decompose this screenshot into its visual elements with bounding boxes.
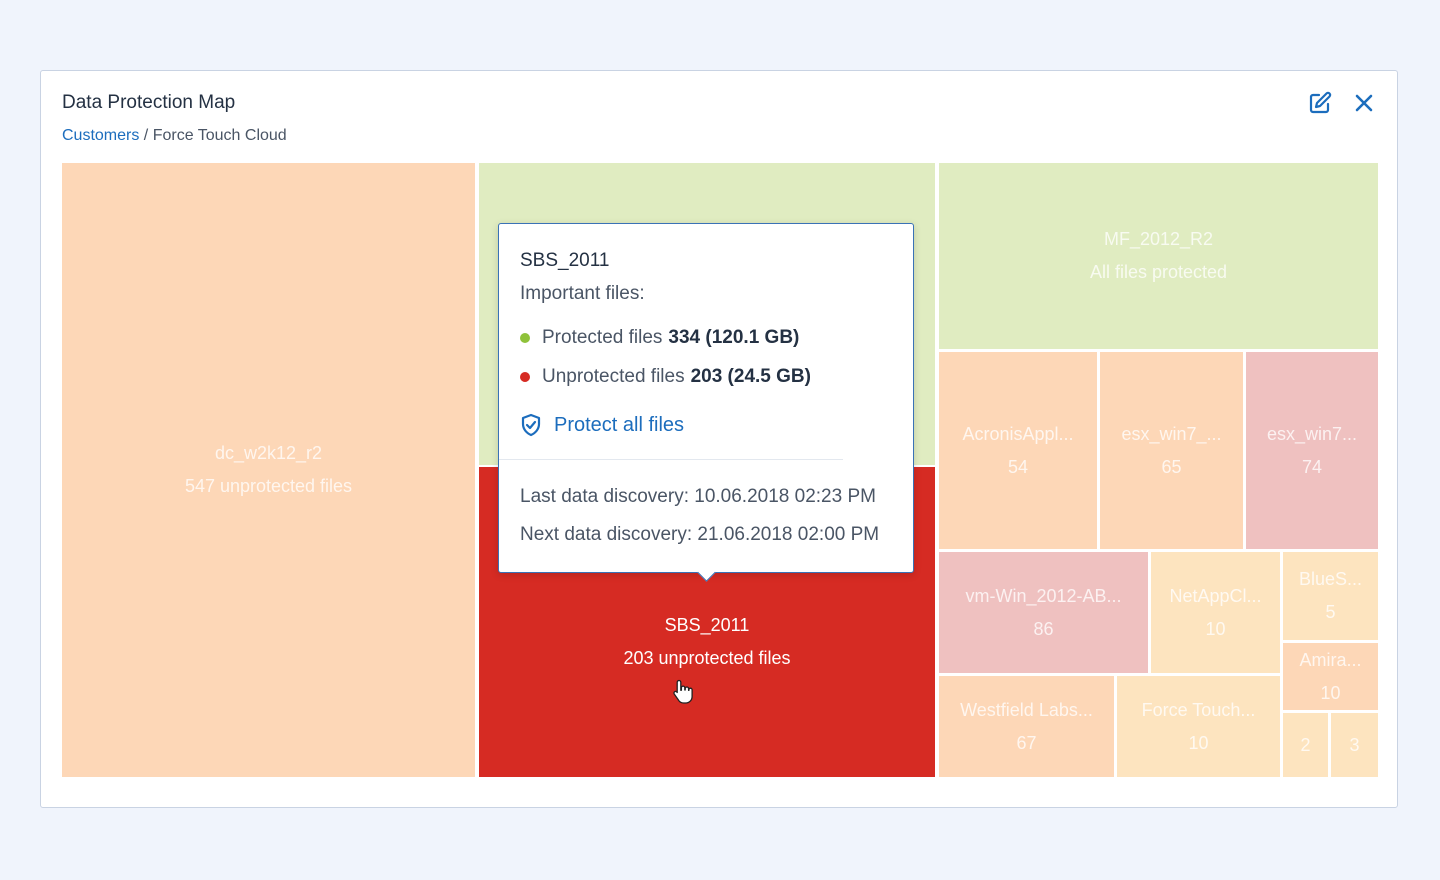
close-button[interactable]: [1351, 90, 1377, 116]
tile-small-a[interactable]: 2: [1283, 713, 1328, 777]
tile-dc-w2k12-r2[interactable]: dc_w2k12_r2 547 unprotected files: [62, 163, 475, 777]
tile-value: 3: [1349, 734, 1360, 755]
breadcrumb: Customers / Force Touch Cloud: [62, 127, 287, 145]
tile-westfield-labs[interactable]: Westfield Labs... 67: [939, 676, 1114, 777]
tile-value: 2: [1300, 734, 1311, 755]
protect-all-files-label: Protect all files: [554, 413, 685, 436]
tooltip-subtitle: Important files:: [520, 283, 645, 304]
tile-value: 67: [1016, 732, 1037, 753]
breadcrumb-current: Force Touch Cloud: [152, 127, 287, 144]
breadcrumb-customers-link[interactable]: Customers: [62, 127, 140, 144]
tile-name: BlueS...: [1298, 569, 1363, 589]
tile-value: 10: [1205, 618, 1226, 639]
breadcrumb-separator: /: [139, 127, 153, 144]
tile-name: MF_2012_R2: [1103, 229, 1214, 249]
tile-vm-win-2012-ab[interactable]: vm-Win_2012-AB... 86: [939, 552, 1148, 673]
close-icon: [1355, 94, 1373, 112]
tile-esx-win7-a[interactable]: esx_win7_... 65: [1100, 352, 1243, 549]
hand-pointer-icon: [672, 678, 694, 709]
tile-small-b[interactable]: 3: [1331, 713, 1378, 777]
tile-name: SBS_2011: [664, 615, 750, 635]
tile-value: All files protected: [1089, 262, 1228, 282]
tile-name: dc_w2k12_r2: [214, 443, 323, 463]
tile-value: 54: [1007, 456, 1029, 477]
tile-name: Westfield Labs...: [960, 699, 1093, 720]
tile-name: esx_win7_...: [1121, 423, 1222, 444]
tile-value: 203 unprotected files: [623, 648, 791, 668]
unprotected-dot-icon: [520, 372, 530, 382]
edit-button[interactable]: [1307, 90, 1333, 116]
unprotected-files-label: Unprotected files: [542, 366, 685, 387]
tooltip-title: SBS_2011: [520, 250, 610, 271]
tile-name: NetAppCl...: [1169, 585, 1262, 606]
tile-value: 547 unprotected files: [184, 476, 353, 496]
protected-files-row: Protected files 334 (120.1 GB): [520, 327, 799, 349]
tile-value: 10: [1320, 682, 1341, 703]
tile-netappcl[interactable]: NetAppCl... 10: [1151, 552, 1280, 673]
tile-value: 74: [1301, 456, 1323, 477]
tile-value: 10: [1188, 732, 1209, 753]
tooltip-divider: [499, 459, 843, 460]
unprotected-files-row: Unprotected files 203 (24.5 GB): [520, 366, 811, 388]
last-data-discovery: Last data discovery: 10.06.2018 02:23 PM: [520, 486, 876, 507]
header-actions: [1307, 90, 1377, 116]
tile-value: 65: [1161, 456, 1182, 477]
tile-value: 86: [1033, 618, 1054, 639]
tile-force-touch[interactable]: Force Touch... 10: [1117, 676, 1280, 777]
tile-tooltip: SBS_2011 Important files: Protected file…: [498, 223, 914, 573]
tile-mf-2012-r2[interactable]: MF_2012_R2 All files protected: [939, 163, 1378, 349]
tile-bluesmart[interactable]: BlueS... 5: [1283, 552, 1378, 640]
protect-all-files-button[interactable]: Protect all files: [520, 413, 684, 437]
protected-files-value: 334 (120.1 GB): [668, 327, 800, 348]
protected-dot-icon: [520, 333, 530, 343]
edit-icon: [1309, 91, 1332, 114]
tile-acronisappl[interactable]: AcronisAppl... 54: [939, 352, 1097, 549]
tile-amira[interactable]: Amira... 10: [1283, 643, 1378, 710]
tile-value: 5: [1325, 602, 1336, 622]
tile-name: AcronisAppl...: [962, 423, 1074, 444]
tile-name: esx_win7...: [1266, 423, 1358, 444]
shield-check-icon: [521, 413, 541, 437]
protected-files-label: Protected files: [542, 327, 663, 348]
page-title: Data Protection Map: [62, 92, 236, 113]
tile-name: vm-Win_2012-AB...: [965, 585, 1122, 606]
tile-esx-win7-b[interactable]: esx_win7... 74: [1246, 352, 1378, 549]
unprotected-files-value: 203 (24.5 GB): [690, 366, 811, 387]
tile-name: Amira...: [1299, 649, 1362, 670]
tile-name: Force Touch...: [1141, 699, 1256, 720]
next-data-discovery: Next data discovery: 21.06.2018 02:00 PM: [520, 524, 880, 545]
